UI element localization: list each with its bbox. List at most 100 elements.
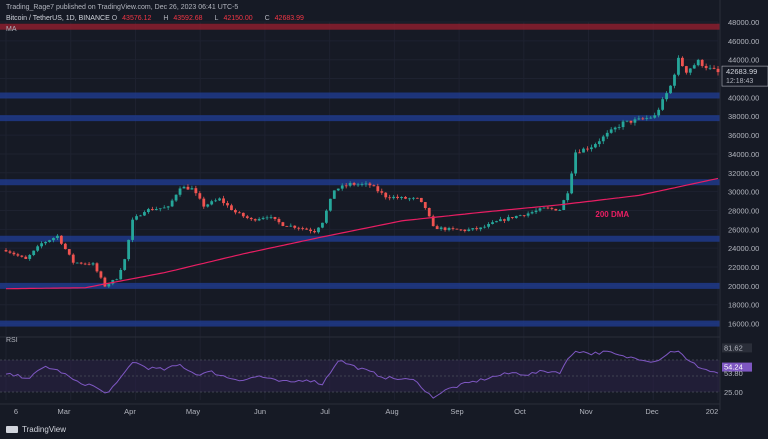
candle-body: [139, 215, 142, 217]
candle-body: [471, 228, 475, 230]
candle-body: [681, 57, 684, 67]
candle-body: [392, 196, 396, 199]
candle-body: [412, 197, 415, 199]
candle-body: [708, 67, 712, 69]
candle-body: [178, 188, 182, 195]
candle-body: [281, 222, 285, 227]
rsi-indicator-label[interactable]: RSI: [6, 337, 18, 344]
candle-body: [107, 283, 111, 287]
candle-body: [372, 185, 376, 187]
publisher-text: Trading_Rage7 published on TradingView.c…: [6, 4, 239, 11]
candle-body: [593, 144, 597, 148]
y-tick-label: 32000.00: [728, 169, 759, 178]
candle-body: [83, 263, 87, 265]
candle-body: [641, 118, 645, 120]
candle-body: [503, 219, 506, 221]
tradingview-icon: [6, 426, 18, 433]
candle-body: [103, 277, 107, 287]
candle-body: [344, 185, 348, 187]
candle-body: [716, 68, 720, 73]
candle-body: [325, 210, 328, 223]
candle-body: [613, 127, 617, 130]
candle-body: [210, 201, 214, 205]
candle-body: [24, 256, 28, 259]
y-tick-label: 18000.00: [728, 301, 759, 310]
candle-body: [348, 183, 352, 186]
candle-body: [510, 217, 514, 219]
ohlc-h-prefix: H: [163, 15, 169, 22]
candle-body: [609, 129, 613, 133]
candle-body: [230, 205, 233, 211]
candle-body: [435, 226, 439, 230]
candle-body: [673, 74, 676, 86]
symbol-line: Bitcoin / TetherUS, 1D, BINANCE O 43576.1…: [6, 15, 314, 22]
ohlc-c-prefix: C: [264, 15, 270, 22]
candle-body: [669, 85, 672, 94]
candle-body: [253, 219, 257, 221]
candle-body: [463, 229, 467, 232]
candle-body: [162, 207, 166, 209]
candle-body: [597, 141, 601, 145]
candle-body: [570, 173, 574, 194]
candle-body: [71, 254, 75, 263]
support-resistance-zone: [0, 235, 720, 242]
ma-indicator-label[interactable]: MA: [6, 26, 17, 33]
candle-body: [443, 227, 447, 230]
candle-body: [127, 239, 131, 260]
candle-body: [332, 190, 336, 199]
candle-body: [388, 197, 392, 199]
candle-body: [285, 226, 289, 227]
candle-body: [297, 227, 301, 229]
rsi-tick-label: 25.00: [724, 388, 743, 397]
rsi-tick-label: 53.80: [724, 369, 743, 378]
x-tick-label: Dec: [645, 407, 659, 416]
candle-body: [491, 222, 494, 224]
candle-body: [455, 228, 459, 230]
rsi-high-badge: [722, 343, 752, 353]
candle-body: [226, 203, 229, 206]
candle-body: [712, 67, 716, 69]
candle-body: [135, 216, 138, 220]
candle-body: [202, 198, 206, 207]
candle-body: [408, 198, 411, 200]
candle-body: [277, 218, 281, 223]
support-resistance-zone: [0, 23, 720, 30]
x-tick-label: Jul: [320, 407, 330, 416]
ma-label-text: MA: [6, 26, 17, 33]
candle-body: [499, 219, 502, 222]
ohlc-high: 43592.68: [173, 15, 203, 22]
candle-body: [12, 252, 16, 255]
candle-body: [206, 204, 210, 207]
candle-body: [566, 193, 570, 201]
candle-body: [154, 209, 158, 211]
candle-body: [52, 238, 55, 241]
candle-body: [514, 215, 518, 219]
candle-body: [158, 208, 162, 210]
candle-body: [40, 243, 43, 247]
y-tick-label: 22000.00: [728, 263, 759, 272]
candle-body: [174, 194, 178, 201]
candle-body: [475, 228, 479, 230]
candle-body: [63, 243, 67, 250]
x-tick-label: Nov: [579, 407, 593, 416]
candle-body: [621, 121, 625, 128]
rsi-tick-label: 54.24: [724, 363, 743, 372]
candle-body: [550, 208, 554, 209]
candle-body: [16, 254, 20, 256]
candle-body: [467, 229, 471, 232]
candle-body: [336, 188, 340, 191]
candle-body: [8, 251, 12, 253]
candle-body: [538, 208, 542, 211]
candle-body: [625, 120, 629, 122]
candle-body: [376, 186, 380, 192]
tradingview-logo[interactable]: TradingView: [6, 425, 66, 434]
candle-body: [364, 183, 368, 185]
candle-body: [328, 198, 332, 211]
candle-body: [20, 255, 24, 257]
candle-body: [657, 109, 661, 116]
candle-body: [115, 279, 119, 281]
ohlc-l-prefix: L: [214, 15, 219, 22]
candle-body: [534, 210, 538, 213]
candle-body: [419, 197, 423, 203]
